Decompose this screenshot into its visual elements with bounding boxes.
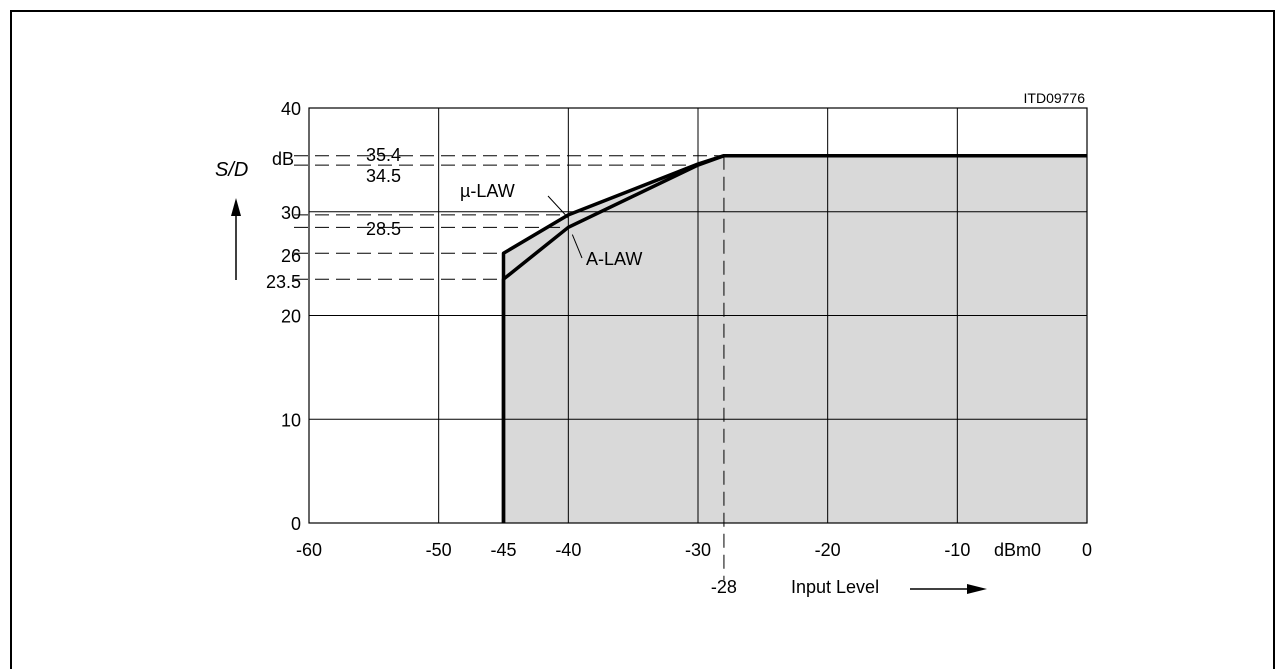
reference-label: 28.5: [366, 219, 401, 239]
figure-id: ITD09776: [1024, 90, 1086, 106]
x-tick-label: -40: [555, 540, 581, 560]
series-group: [501, 153, 1087, 523]
y-tick-label: 40: [281, 99, 301, 119]
x-tick-label: -10: [944, 540, 970, 560]
y-tick-label: 30: [281, 203, 301, 223]
reference-label: 26: [281, 246, 301, 266]
shaded-region-group: [503, 155, 1087, 523]
series-leader-line: [547, 195, 569, 219]
figure-frame: [10, 10, 1275, 669]
y-axis-symbol: S/D: [215, 159, 248, 181]
grid-group: [308, 107, 1088, 524]
x-axis-unit: dBm0: [994, 540, 1041, 560]
series-label: µ-LAW: [460, 181, 515, 201]
y-axis-unit: dB: [272, 149, 294, 169]
x-tick-label: -60: [296, 540, 322, 560]
y-axis-arrow: [231, 198, 241, 280]
x-tick-label: 0: [1082, 540, 1092, 560]
shaded-region: [503, 155, 1087, 523]
series-line: [501, 153, 1087, 523]
x-axis-arrow: [910, 584, 987, 594]
reference-label: 34.5: [366, 166, 401, 186]
x-tick-label: -20: [815, 540, 841, 560]
reference-lines-group: [294, 155, 725, 580]
x-reference-label: -28: [711, 577, 737, 597]
series-label: A-LAW: [586, 249, 642, 269]
reference-label: 35.4: [366, 145, 401, 165]
reference-label: 23.5: [266, 272, 301, 292]
x-axis-label: Input Level: [791, 577, 879, 597]
y-tick-label: 0: [291, 514, 301, 534]
x-tick-label: -45: [490, 540, 516, 560]
y-tick-label: 20: [281, 307, 301, 327]
x-tick-label: -30: [685, 540, 711, 560]
series-leader-line: [571, 234, 583, 259]
labels-group: -60 -50 -45 -40 -30 -20 -10 0 0 10 20 30 40 -28 35.434…: [266, 99, 1092, 597]
x-tick-label: -50: [426, 540, 452, 560]
y-tick-label: 10: [281, 410, 301, 430]
